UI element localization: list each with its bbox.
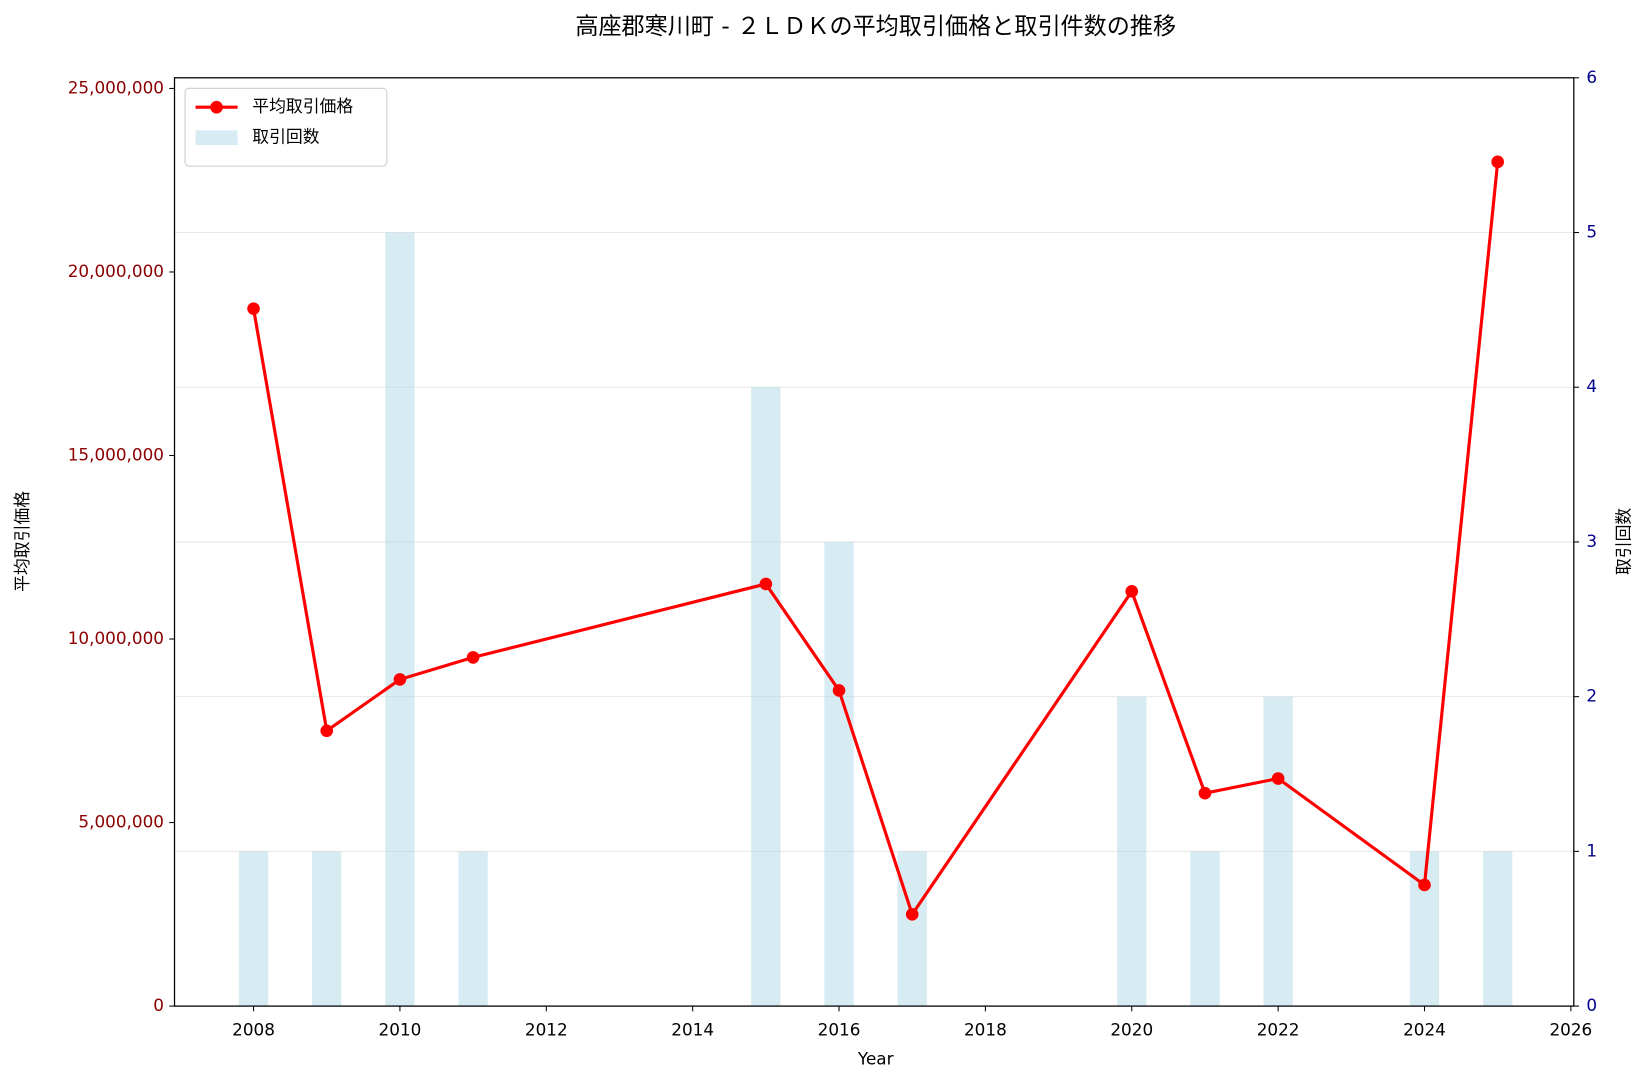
x-tick-label: 2020	[1110, 1019, 1153, 1039]
y-tick-label: 20,000,000	[68, 261, 164, 281]
point	[466, 651, 480, 664]
legend-label: 平均取引価格	[252, 96, 353, 116]
y2-tick-label: 4	[1586, 376, 1597, 396]
bar	[458, 851, 488, 1007]
line	[252, 161, 1500, 918]
x-tick-label: 2012	[525, 1019, 568, 1039]
bar	[824, 541, 854, 1007]
x-tick-label: 2026	[1549, 1019, 1592, 1039]
y-tick-label: 15,000,000	[68, 445, 164, 465]
legend-marker	[210, 100, 223, 114]
y-tick-label: 10,000,000	[68, 628, 164, 648]
point	[320, 724, 334, 738]
point	[1271, 772, 1285, 785]
legend-swatch	[195, 130, 238, 146]
x-axis-label: Year	[857, 1049, 894, 1069]
x-tick-label: 2022	[1257, 1019, 1300, 1039]
bar	[1263, 696, 1293, 1007]
x-tick-label: 2008	[232, 1019, 275, 1039]
point	[1198, 786, 1212, 800]
chart-title: 高座郡寒川町 - ２ＬＤＫの平均取引価格と取引件数の推移	[575, 14, 1176, 40]
y-axis-label: 平均取引価格	[12, 491, 32, 592]
point	[1418, 878, 1431, 892]
point	[905, 908, 919, 921]
y-tick-label: 5,000,000	[78, 812, 164, 832]
y2-tick-label: 3	[1586, 531, 1597, 551]
x-tick-label: 2014	[671, 1019, 714, 1039]
y-tick-label: 0	[153, 995, 164, 1015]
point	[759, 577, 773, 591]
point	[832, 684, 846, 697]
y2-tick-label: 1	[1586, 840, 1597, 860]
y-tick-label: 25,000,000	[68, 77, 164, 97]
point	[1125, 585, 1139, 598]
bar	[238, 851, 269, 1007]
bar	[312, 851, 342, 1007]
y2-tick-label: 2	[1586, 686, 1597, 706]
point	[1491, 155, 1504, 169]
bar	[1190, 851, 1220, 1007]
y2-tick-label: 6	[1586, 67, 1597, 87]
x-tick-label: 2018	[964, 1019, 1007, 1039]
x-tick-label: 2016	[818, 1019, 861, 1039]
legend-label: 取引回数	[252, 127, 319, 147]
bar	[385, 232, 415, 1007]
point	[247, 302, 260, 315]
bar	[1483, 851, 1513, 1007]
x-tick-label: 2010	[379, 1019, 422, 1039]
bar	[1117, 696, 1147, 1007]
y2-tick-label: 0	[1586, 995, 1597, 1015]
x-tick-label: 2024	[1403, 1019, 1446, 1039]
point	[393, 673, 407, 686]
bar	[751, 387, 781, 1007]
y2-axis-label: 取引回数	[1613, 508, 1633, 575]
bar	[897, 851, 927, 1007]
y2-tick-label: 5	[1586, 222, 1597, 242]
